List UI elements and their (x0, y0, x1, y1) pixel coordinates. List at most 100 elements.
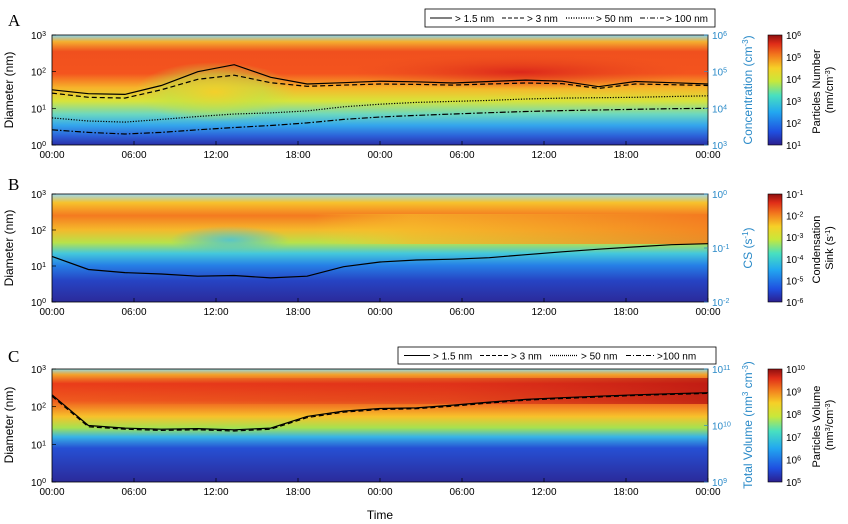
series-line (51, 74, 709, 99)
panel-c-legend-item-4: >100 nm (657, 352, 696, 363)
colorbar-tick-label: 101 (786, 141, 801, 153)
x-tick-label: 12:00 (531, 307, 556, 318)
right-tick-label: 10-2 (712, 298, 729, 310)
panel-b-y-ticks: 100 101 102 103 (31, 190, 56, 310)
panel-c-letter: C (8, 347, 19, 366)
y-tick-label: 100 (31, 478, 46, 490)
colorbar-tick-label: 10-2 (786, 211, 803, 223)
x-tick-label: 18:00 (285, 487, 310, 498)
panel-a-colorbar-ticks: 101 102 103 104 105 106 (786, 31, 801, 153)
panel-c-dark-red-band (52, 378, 708, 404)
x-tick-label: 00:00 (367, 487, 392, 498)
panel-b-series-lines (51, 243, 709, 279)
panel-c-x-ticks: 00:00 06:00 12:00 18:00 00:00 06:00 12:00 18:00… (39, 478, 721, 498)
x-tick-label: 06:00 (121, 307, 146, 318)
right-tick-label: 109 (712, 478, 727, 490)
right-tick-label: 105 (712, 67, 727, 79)
panel-c-ylabel: Diameter (nm) (2, 387, 16, 464)
panel-a-x-ticks: 00:00 06:00 12:00 18:00 00:00 06:00 12:00 18:00… (39, 141, 721, 161)
panel-c-legend-item-3: > 50 nm (581, 352, 617, 363)
series-line (51, 392, 709, 431)
panel-c-legend: > 1.5 nm > 3 nm > 50 nm >100 nm (397, 346, 717, 365)
colorbar-tick-label: 10-6 (786, 298, 803, 310)
panel-a-colorbar-label: Particles Number (nm/cm-3) (811, 46, 836, 133)
right-tick-label: 10-1 (712, 244, 729, 256)
x-tick-label: 00:00 (695, 307, 720, 318)
panel-c: C 100 101 102 103 109 1010 1011 00:00 06:00 12:… (2, 346, 836, 498)
panel-a-red-core (350, 54, 690, 90)
y-tick-label: 103 (31, 31, 46, 43)
panel-c-y-ticks: 100 101 102 103 (31, 365, 56, 490)
colorbar-tick-label: 107 (786, 432, 801, 444)
x-tick-label: 18:00 (613, 487, 638, 498)
panel-a: A 100 101 102 103 103 104 105 106 00:00 06:00 12… (2, 8, 836, 161)
panel-b-colorbar-label: Condensation Sink (s-1) (811, 213, 836, 284)
panel-b-right-ticks: 10-2 10-1 100 (704, 190, 729, 310)
panel-a-ylabel: Diameter (nm) (2, 52, 16, 129)
panel-a-legend-item-3: > 50 nm (596, 14, 632, 25)
panel-a-legend-item-4: > 100 nm (666, 14, 708, 25)
right-tick-label: 106 (712, 31, 727, 43)
right-tick-label: 1011 (712, 365, 730, 377)
panel-c-legend-item-2: > 3 nm (511, 352, 542, 363)
panel-b-ylabel: Diameter (nm) (2, 210, 16, 287)
panel-c-right-ticks: 109 1010 1011 (704, 365, 731, 490)
colorbar-tick-label: 10-5 (786, 276, 803, 288)
right-tick-label: 1010 (712, 421, 731, 433)
y-tick-label: 101 (31, 440, 46, 452)
x-tick-label: 12:00 (203, 150, 228, 161)
panel-a-legend: > 1.5 nm > 3 nm > 50 nm > 100 nm (424, 8, 716, 28)
panel-b-colorbar-ticks: 10-6 10-5 10-4 10-3 10-2 10-1 (786, 190, 803, 310)
colorbar-tick-label: 106 (786, 31, 801, 43)
panel-a-y-ticks: 100 101 102 103 (31, 31, 56, 152)
panel-a-colorbar (767, 34, 783, 146)
x-tick-label: 00:00 (695, 487, 720, 498)
x-tick-label: 00:00 (367, 150, 392, 161)
time-axis-label: Time (367, 508, 394, 522)
x-tick-label: 00:00 (367, 307, 392, 318)
panel-b-heatmap (52, 194, 708, 302)
x-tick-label: 00:00 (39, 150, 64, 161)
y-tick-label: 103 (31, 365, 46, 377)
x-tick-label: 18:00 (285, 307, 310, 318)
colorbar-tick-label: 10-4 (786, 254, 803, 266)
series-line (51, 107, 709, 135)
panel-b-right-ylabel: CS (s-1) (741, 227, 756, 268)
series-line (51, 64, 709, 96)
y-tick-label: 103 (31, 190, 46, 202)
y-tick-label: 100 (31, 298, 46, 310)
y-tick-label: 102 (31, 402, 46, 414)
x-tick-label: 06:00 (449, 150, 474, 161)
right-tick-label: 103 (712, 141, 727, 153)
panel-b: B 100 101 102 103 10-2 10-1 100 00:00 06:00 12:… (2, 175, 836, 318)
colorbar-tick-label: 109 (786, 387, 801, 399)
x-tick-label: 00:00 (39, 307, 64, 318)
y-tick-label: 102 (31, 67, 46, 79)
x-tick-label: 06:00 (449, 487, 474, 498)
colorbar-tick-label: 103 (786, 97, 801, 109)
x-tick-label: 12:00 (531, 487, 556, 498)
panel-c-colorbar-ticks: 105 106 107 108 109 1010 (786, 365, 805, 490)
y-tick-label: 102 (31, 226, 46, 238)
colorbar-tick-label: 102 (786, 119, 801, 131)
series-line (51, 243, 709, 279)
panel-a-legend-item-2: > 3 nm (527, 14, 558, 25)
panel-a-legend-item-1: > 1.5 nm (455, 14, 494, 25)
colorbar-tick-label: 10-1 (786, 190, 803, 202)
panel-b-colorbar (767, 193, 783, 303)
right-tick-label: 104 (712, 104, 727, 116)
colorbar-tick-label: 108 (786, 410, 801, 422)
x-tick-label: 18:00 (613, 150, 638, 161)
x-tick-label: 12:00 (531, 150, 556, 161)
colorbar-tick-label: 105 (786, 53, 801, 65)
colorbar-tick-label: 10-3 (786, 233, 803, 245)
panel-c-colorbar-label: Particles Volume (nm3/cm-3) (811, 383, 836, 468)
panel-a-letter: A (8, 11, 21, 30)
panel-a-right-ylabel: Concentration (cm-3) (741, 35, 756, 144)
panel-c-right-ylabel: Total Volume (nm3 cm-3) (741, 361, 756, 489)
x-tick-label: 00:00 (695, 150, 720, 161)
series-line (51, 392, 709, 432)
x-tick-label: 06:00 (449, 307, 474, 318)
colorbar-tick-label: 104 (786, 75, 801, 87)
